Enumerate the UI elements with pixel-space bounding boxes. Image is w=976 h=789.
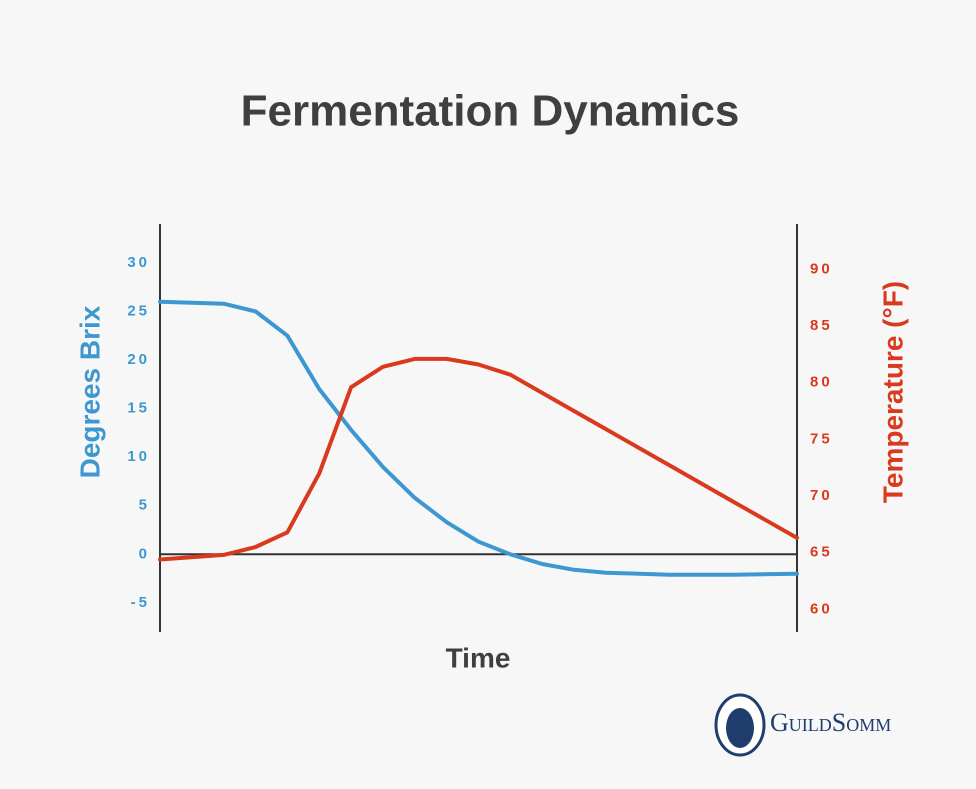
y-axis-label: Degrees Brix bbox=[74, 305, 105, 478]
y2-tick-label: 90 bbox=[810, 260, 833, 277]
logo-head bbox=[726, 708, 754, 748]
chart-title: Fermentation Dynamics bbox=[241, 87, 740, 136]
data-line bbox=[158, 356, 799, 562]
y-tick-label: 5 bbox=[139, 497, 150, 514]
y2-axis-label: Temperature (°F) bbox=[877, 281, 908, 503]
y-tick-label: 30 bbox=[127, 254, 150, 271]
logo: GuildSomm bbox=[714, 693, 891, 757]
y-tick-label: -5 bbox=[131, 594, 150, 611]
y2-tick-label: 65 bbox=[810, 544, 833, 561]
y2-tick-label: 75 bbox=[810, 430, 833, 447]
y2-tick-label: 80 bbox=[810, 374, 833, 391]
y2-tick-label: 60 bbox=[810, 600, 833, 617]
y-tick-label: 0 bbox=[139, 545, 150, 562]
y2-tick-label: 70 bbox=[810, 487, 833, 504]
logo-text: GuildSomm bbox=[770, 708, 891, 737]
y-tick-label: 10 bbox=[127, 448, 150, 465]
x-axis-label: Time bbox=[446, 642, 511, 673]
y-tick-label: 20 bbox=[127, 351, 150, 368]
y-tick-label: 25 bbox=[127, 302, 150, 319]
y-tick-label: 15 bbox=[127, 400, 150, 417]
y2-tick-label: 85 bbox=[810, 317, 833, 334]
data-line bbox=[158, 299, 799, 577]
